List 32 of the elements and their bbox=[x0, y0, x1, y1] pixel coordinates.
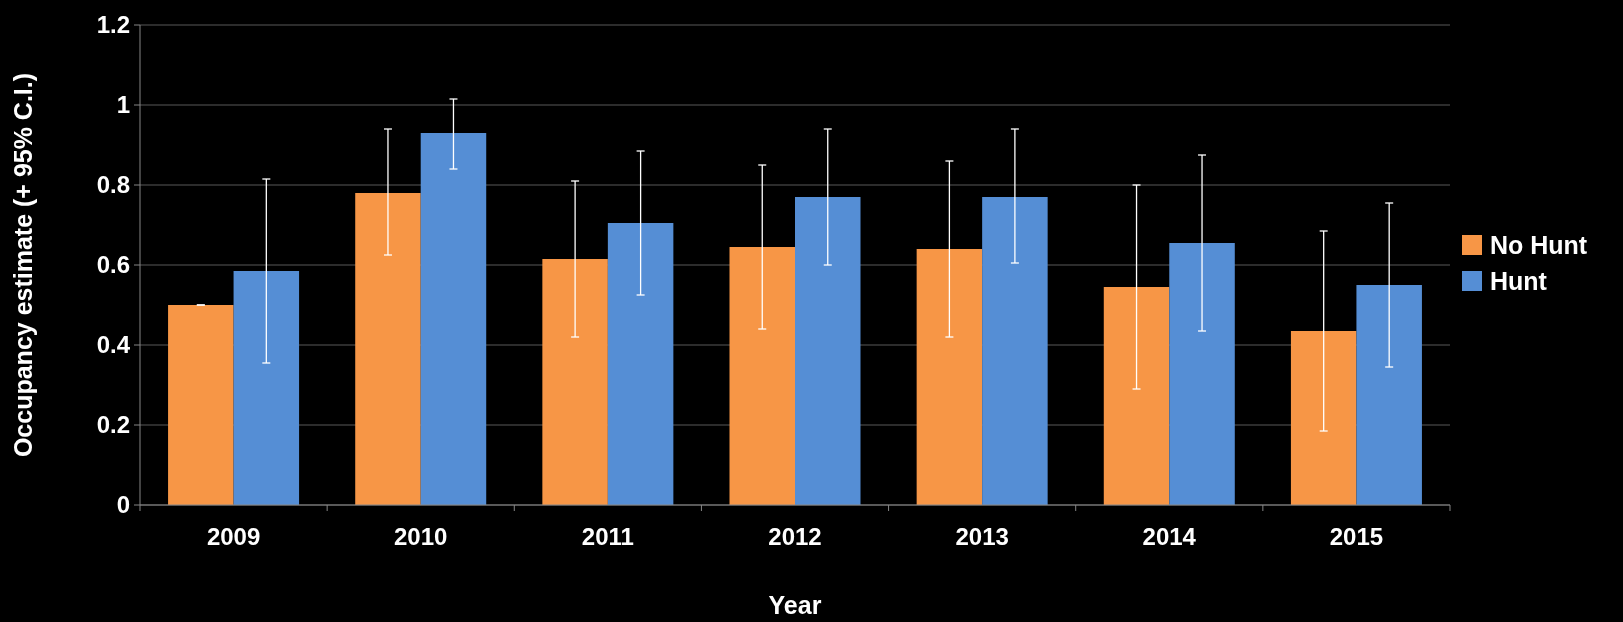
x-tick-label: 2015 bbox=[1329, 523, 1384, 550]
legend-label: Hunt bbox=[1490, 266, 1548, 295]
bar bbox=[982, 197, 1048, 505]
bar bbox=[607, 223, 674, 505]
x-axis-title: Year bbox=[768, 591, 822, 619]
bar bbox=[1103, 287, 1170, 505]
y-tick-label: 0.6 bbox=[96, 251, 130, 279]
bar bbox=[542, 259, 608, 505]
y-tick-label: 0.2 bbox=[96, 411, 130, 439]
bar bbox=[420, 133, 487, 505]
y-tick-label: 0.8 bbox=[96, 171, 130, 199]
y-tick-label: 1.2 bbox=[96, 11, 130, 39]
x-tick-label: 2011 bbox=[581, 523, 634, 550]
x-tick-label: 2010 bbox=[394, 523, 448, 550]
y-tick-label: 0.4 bbox=[96, 331, 131, 359]
bar bbox=[729, 247, 795, 505]
x-tick-label: 2009 bbox=[206, 523, 261, 550]
bar bbox=[355, 193, 421, 505]
x-tick-label: 2013 bbox=[955, 523, 1009, 550]
bar bbox=[233, 271, 300, 505]
y-axis-title: Occupancy estimate (+ 95% C.I.) bbox=[9, 72, 37, 458]
bar bbox=[1290, 331, 1357, 505]
x-tick-label: 2014 bbox=[1142, 523, 1197, 550]
y-tick-label: 0 bbox=[116, 491, 130, 519]
x-tick-label: 2012 bbox=[768, 523, 822, 550]
legend-label: No Hunt bbox=[1490, 230, 1588, 259]
bar bbox=[1356, 285, 1422, 505]
bar bbox=[1169, 243, 1235, 505]
y-tick-label: 1 bbox=[116, 91, 130, 119]
bar bbox=[168, 305, 234, 505]
bar bbox=[795, 197, 861, 505]
bar bbox=[916, 249, 983, 505]
